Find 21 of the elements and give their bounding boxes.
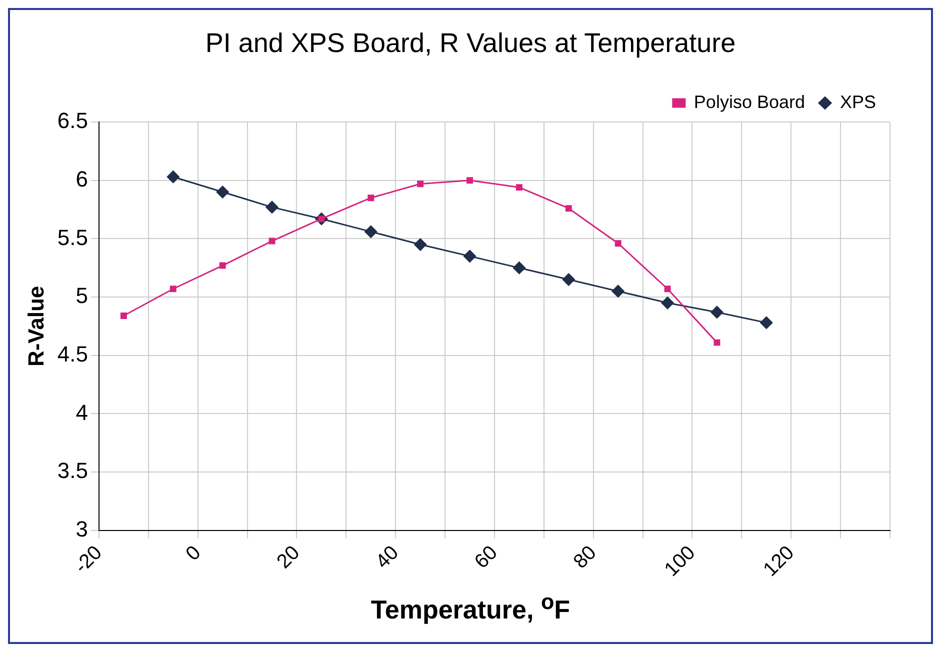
x-axis-title: Temperature, $^{o}$F (370, 589, 572, 626)
x-tick-label: 40 (372, 542, 404, 574)
x-tick-label: 0 (182, 542, 206, 566)
x-tick-label: 80 (570, 542, 601, 574)
legend-label: Polyiso Board (694, 92, 805, 112)
y-tick-label: 5 (76, 283, 88, 308)
y-tick-label: 3 (76, 516, 88, 542)
x-tick-label: -20 (70, 542, 106, 578)
x-tick-label: 120 (759, 542, 799, 581)
y-tick-label: 4 (76, 400, 88, 425)
y-tick-label: 3.5 (57, 458, 88, 484)
legend-label: XPS (840, 92, 876, 112)
y-tick-label: 6 (76, 166, 88, 192)
y-tick-label: 4.5 (57, 341, 88, 366)
y-axis-title: R-Value (23, 286, 48, 367)
x-tick-label: 100 (660, 542, 700, 581)
chart-title: PI and XPS Board, R Values at Temperature (204, 27, 737, 60)
x-tick-label: 60 (470, 542, 502, 574)
y-tick-label: 5.5 (57, 224, 88, 250)
x-tick-label: 20 (272, 542, 304, 574)
y-tick-label: 6.5 (57, 108, 88, 134)
